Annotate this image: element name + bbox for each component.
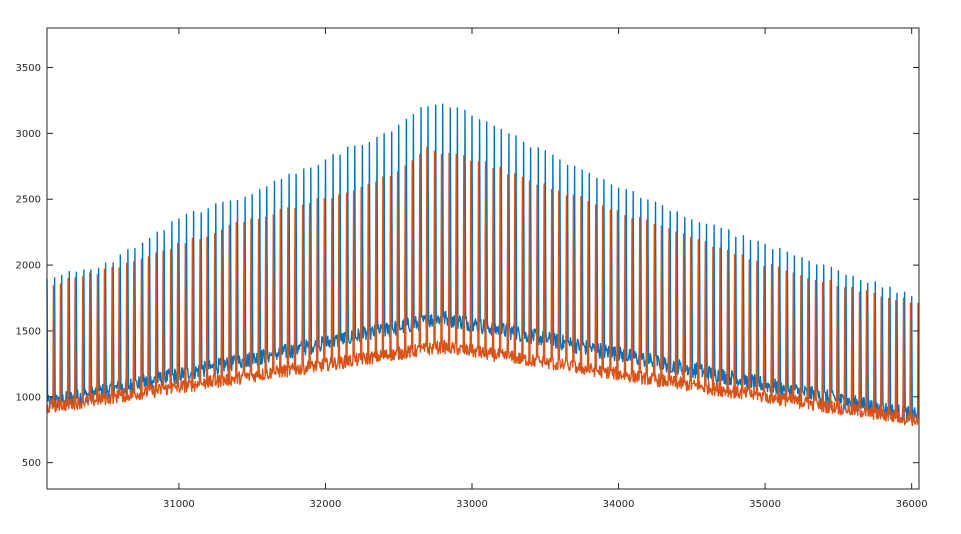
y-tick-label: 3500 [16,63,41,74]
x-tick-label: 32000 [310,499,342,510]
x-tick-label: 36000 [896,499,928,510]
plot-frame [46,27,920,490]
y-tick-label: 3000 [16,129,41,140]
x-tick-label: 35000 [749,499,781,510]
y-tick-label: 500 [22,458,41,469]
series-layer [46,103,920,427]
y-tick-label: 1500 [16,326,41,337]
y-tick-label: 2500 [16,195,41,206]
x-tick-label: 34000 [603,499,635,510]
x-tick-label: 33000 [456,499,488,510]
y-axis: 500 1000 1500 2000 2500 3000 3500 [16,63,919,469]
y-tick-label: 1000 [16,392,41,403]
y-tick-label: 2000 [16,261,41,272]
x-tick-label: 31000 [163,499,195,510]
x-axis: 31000 32000 33000 34000 35000 36000 [163,28,928,510]
series-line-2 [46,146,920,427]
